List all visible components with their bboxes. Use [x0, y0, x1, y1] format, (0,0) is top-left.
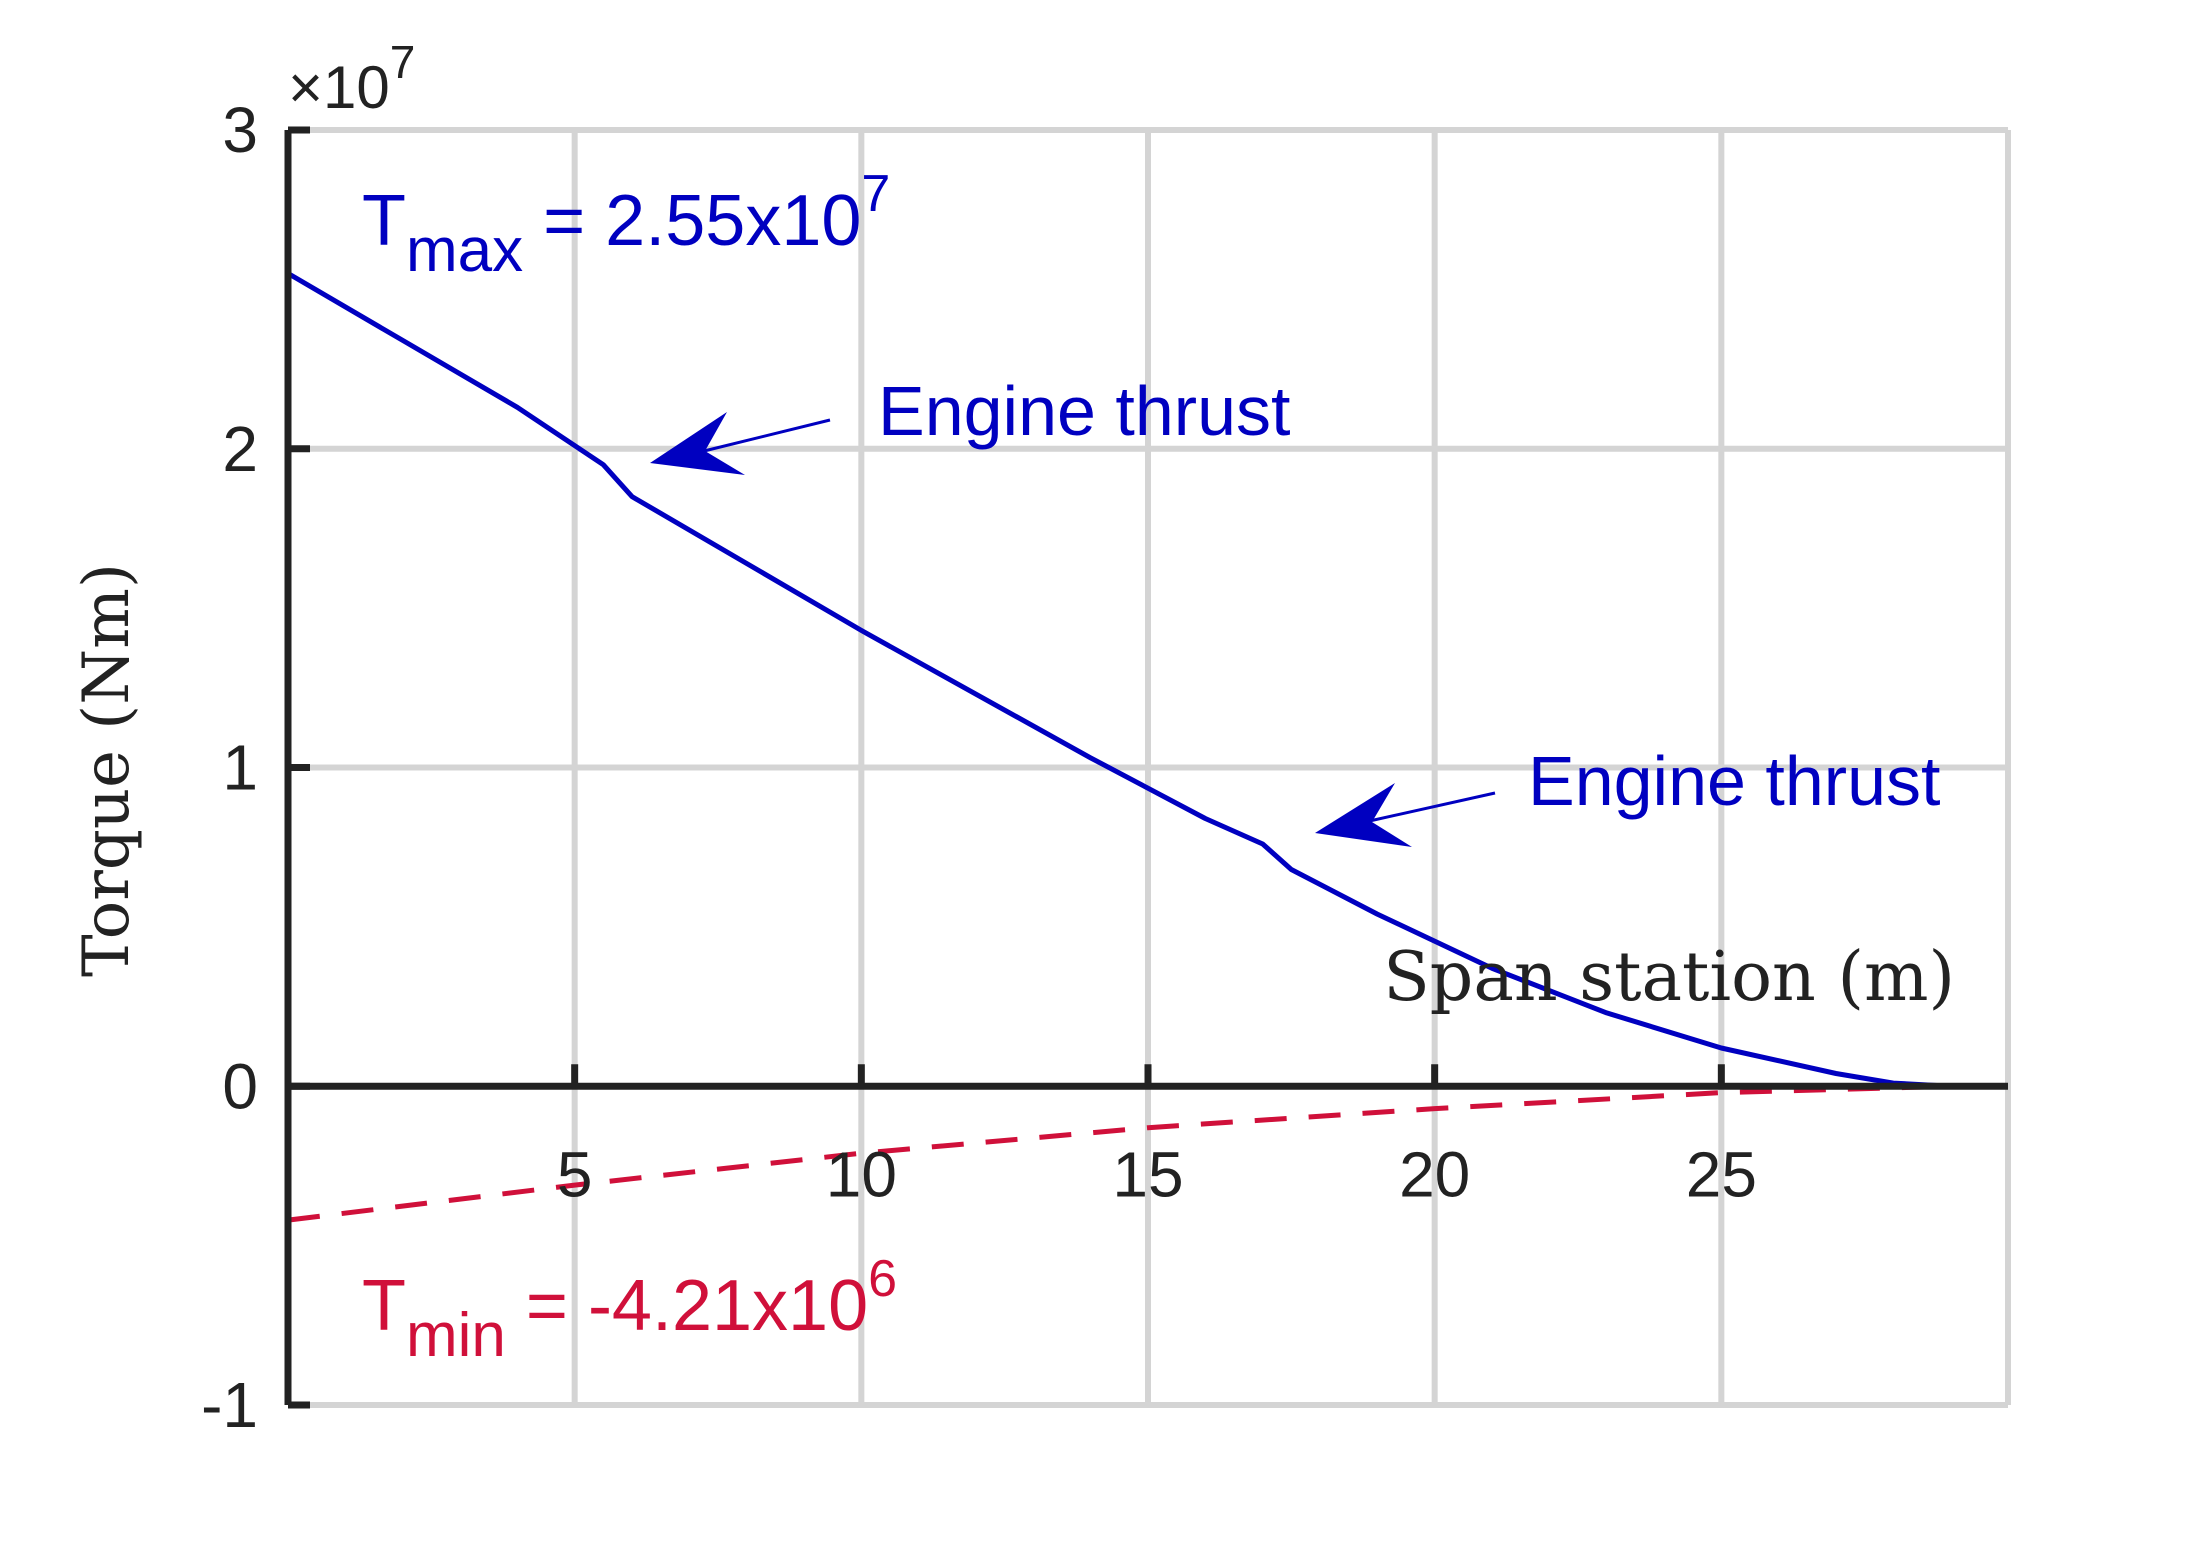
x-tick-label: 20	[1399, 1138, 1470, 1210]
x-tick-label: 15	[1112, 1138, 1183, 1210]
x-axis-label: Span station (m)	[1383, 938, 1955, 1017]
y-tick-label: 3	[222, 94, 258, 166]
engine-thrust-label-2: Engine thrust	[1528, 742, 1940, 820]
tmax-annotation: Tmax = 2.55x107	[362, 165, 890, 285]
y-tick-label: 1	[222, 732, 258, 804]
y-tick-label: 2	[222, 413, 258, 485]
engine-thrust-label-1: Engine thrust	[878, 372, 1290, 450]
x-tick-label: 5	[557, 1138, 593, 1210]
y-tick-label: 0	[222, 1050, 258, 1122]
y-tick-label: -1	[201, 1369, 258, 1441]
y-axis-label: Torque (Nm)	[70, 563, 144, 977]
x-tick-label: 10	[826, 1138, 897, 1210]
y-exponent-label: ×107	[288, 36, 415, 121]
tmin-annotation: Tmin = -4.21x106	[362, 1250, 897, 1370]
engine-thrust-arrow-1	[650, 412, 830, 475]
engine-thrust-arrow-2	[1315, 783, 1495, 847]
x-tick-label: 25	[1686, 1138, 1757, 1210]
